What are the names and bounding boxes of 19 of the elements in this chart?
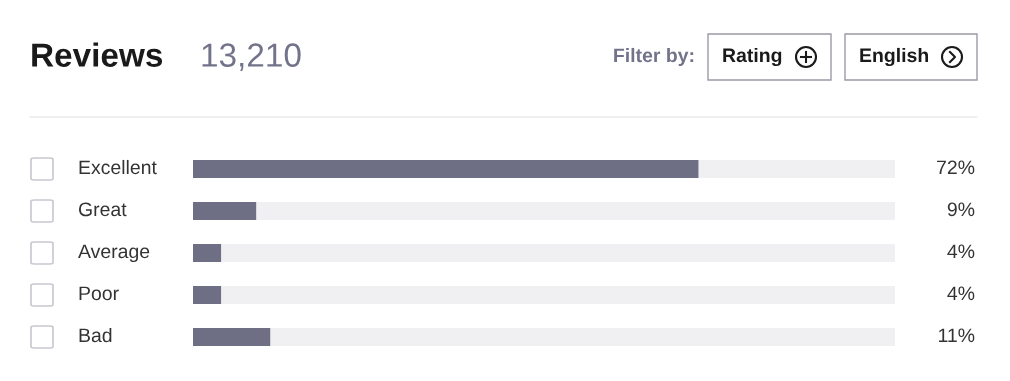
data-label: 4%: [947, 244, 975, 259]
text: Filter by:: [614, 47, 694, 67]
bar: [193, 286, 222, 304]
data-label: 72%: [937, 160, 975, 175]
text: Rating: [723, 47, 782, 67]
y-tick-label: Bad: [79, 327, 112, 343]
y-tick-label: Excellent: [79, 159, 157, 175]
y-tick-label: Great: [78, 202, 127, 217]
chart-title: Reviews: [32, 42, 163, 67]
text: English: [860, 47, 929, 67]
data-label: 11%: [939, 328, 975, 343]
chart-subtitle: 13,210: [202, 43, 301, 71]
bar: [193, 202, 257, 220]
bar: [193, 328, 271, 346]
y-tick-label: Average: [78, 244, 150, 263]
bar: [193, 244, 222, 262]
y-tick-label: Poor: [79, 286, 119, 301]
data-label: 9%: [947, 202, 975, 217]
data-label: 4%: [947, 286, 975, 301]
